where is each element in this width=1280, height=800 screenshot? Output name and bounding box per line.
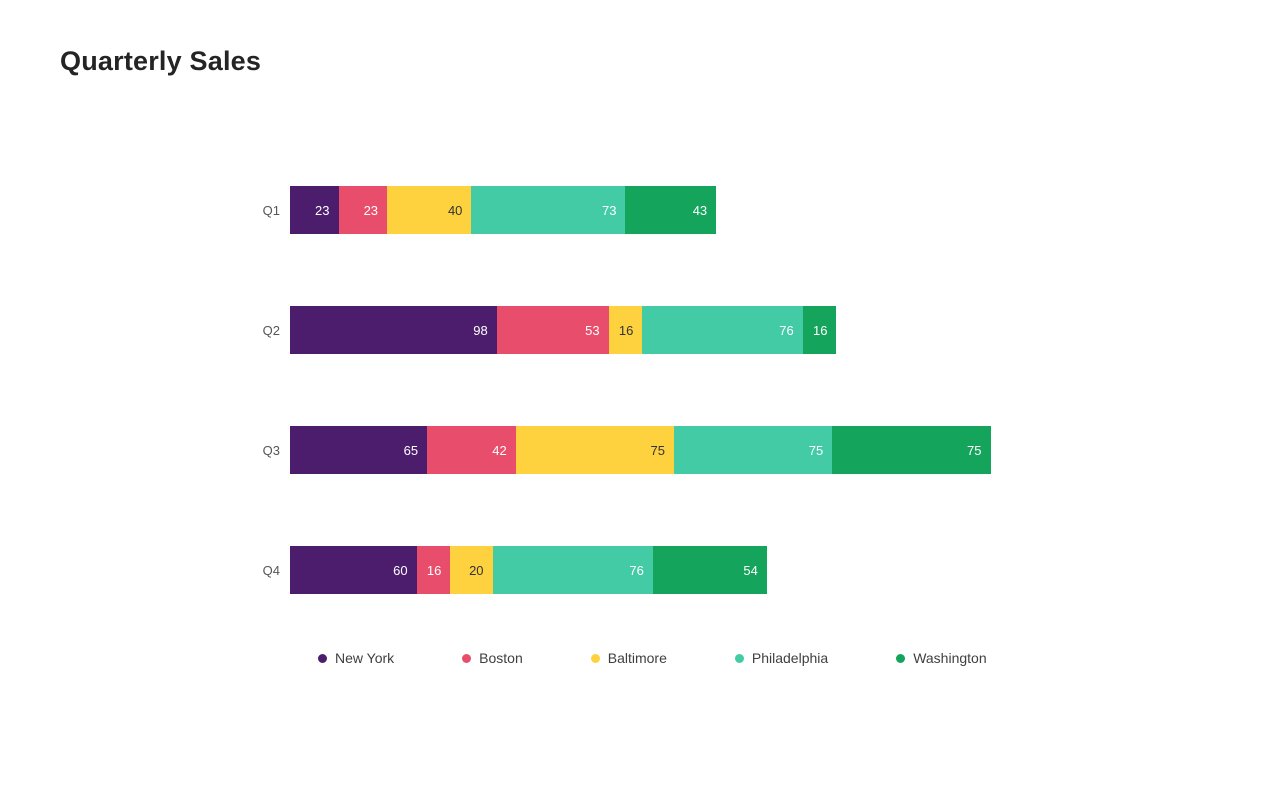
bar-segment-washington[interactable]: 43 xyxy=(625,186,717,234)
legend-item-philadelphia[interactable]: Philadelphia xyxy=(734,650,829,666)
segment-value-label: 75 xyxy=(808,442,824,458)
bar-segments: 65 42 75 75 75 xyxy=(290,426,991,474)
bar-segment-washington[interactable]: 54 xyxy=(652,546,767,594)
legend-label: Philadelphia xyxy=(751,650,829,666)
bar-segment-new-york[interactable]: 23 xyxy=(290,186,339,234)
segment-value-label: 73 xyxy=(601,202,617,218)
bar-segment-boston[interactable]: 23 xyxy=(338,186,388,234)
stacked-bar-chart: Q1 23 23 40 73 43 Q2 98 53 16 76 16 Q3 65 42 75 75 75 Q4 60… xyxy=(0,186,1280,666)
segment-value-label: 54 xyxy=(743,562,758,578)
segment-value-label: 16 xyxy=(426,562,442,578)
category-label: Q4 xyxy=(262,562,280,578)
chart-legend: New York Boston Baltimore Philadelphia Washi… xyxy=(318,650,987,666)
bar-segment-baltimore[interactable]: 40 xyxy=(387,186,472,234)
segment-value-label: 40 xyxy=(447,202,463,218)
bar-segments: 98 53 16 76 16 xyxy=(290,306,837,354)
segment-value-label: 16 xyxy=(812,322,828,338)
segment-value-label: 65 xyxy=(403,442,419,458)
legend-dot-icon xyxy=(318,653,327,663)
chart-title: Quarterly Sales xyxy=(60,46,262,76)
legend-dot-icon xyxy=(462,653,472,663)
bar-segments: 23 23 40 73 43 xyxy=(290,186,717,234)
legend-label: Baltimore xyxy=(607,650,667,666)
legend-item-new-york[interactable]: New York xyxy=(318,650,394,666)
segment-value-label: 20 xyxy=(469,562,484,578)
segment-value-label: 42 xyxy=(492,442,507,458)
legend-item-baltimore[interactable]: Baltimore xyxy=(590,650,667,666)
segment-value-label: 76 xyxy=(629,562,644,578)
legend-label: Washington xyxy=(913,650,987,666)
category-label: Q2 xyxy=(262,322,280,338)
bar-segment-washington[interactable]: 75 xyxy=(832,426,991,474)
category-label: Q1 xyxy=(262,202,280,218)
bar-segment-new-york[interactable]: 60 xyxy=(290,546,417,594)
bar-row-q3: Q3 65 42 75 75 75 xyxy=(0,426,1280,474)
legend-label: New York xyxy=(335,650,395,666)
bar-row-q2: Q2 98 53 16 76 16 xyxy=(0,306,1280,354)
bar-segment-philadelphia[interactable]: 76 xyxy=(492,546,653,594)
legend-dot-icon xyxy=(590,653,600,663)
segment-value-label: 98 xyxy=(473,322,488,338)
bar-segment-baltimore[interactable]: 75 xyxy=(515,426,674,474)
segment-value-label: 23 xyxy=(315,202,330,218)
bar-segment-new-york[interactable]: 65 xyxy=(290,426,428,474)
bar-segment-boston[interactable]: 42 xyxy=(427,426,516,474)
category-label: Q3 xyxy=(262,442,280,458)
bar-segment-boston[interactable]: 16 xyxy=(416,546,451,594)
segment-value-label: 53 xyxy=(585,322,600,338)
bar-segment-philadelphia[interactable]: 75 xyxy=(674,426,833,474)
legend-dot-icon xyxy=(734,653,744,663)
bar-segment-baltimore[interactable]: 16 xyxy=(608,306,643,354)
bar-segments: 60 16 20 76 54 xyxy=(290,546,767,594)
segment-value-label: 75 xyxy=(650,442,665,458)
bar-segment-philadelphia[interactable]: 73 xyxy=(471,186,626,234)
bar-segment-washington[interactable]: 16 xyxy=(802,306,837,354)
bar-row-q4: Q4 60 16 20 76 54 xyxy=(0,546,1280,594)
bar-segment-new-york[interactable]: 98 xyxy=(290,306,497,354)
segment-value-label: 23 xyxy=(363,202,379,218)
segment-value-label: 16 xyxy=(618,322,634,338)
legend-dot-icon xyxy=(896,653,906,663)
legend-item-boston[interactable]: Boston xyxy=(462,650,523,666)
segment-value-label: 75 xyxy=(967,442,982,458)
segment-value-label: 60 xyxy=(393,562,408,578)
segment-value-label: 43 xyxy=(692,202,708,218)
bar-row-q1: Q1 23 23 40 73 43 xyxy=(0,186,1280,234)
segment-value-label: 76 xyxy=(779,322,794,338)
legend-item-washington[interactable]: Washington xyxy=(896,650,987,666)
bar-segment-baltimore[interactable]: 20 xyxy=(450,546,493,594)
legend-label: Boston xyxy=(479,650,523,666)
bar-segment-boston[interactable]: 53 xyxy=(496,306,609,354)
bar-segment-philadelphia[interactable]: 76 xyxy=(642,306,803,354)
